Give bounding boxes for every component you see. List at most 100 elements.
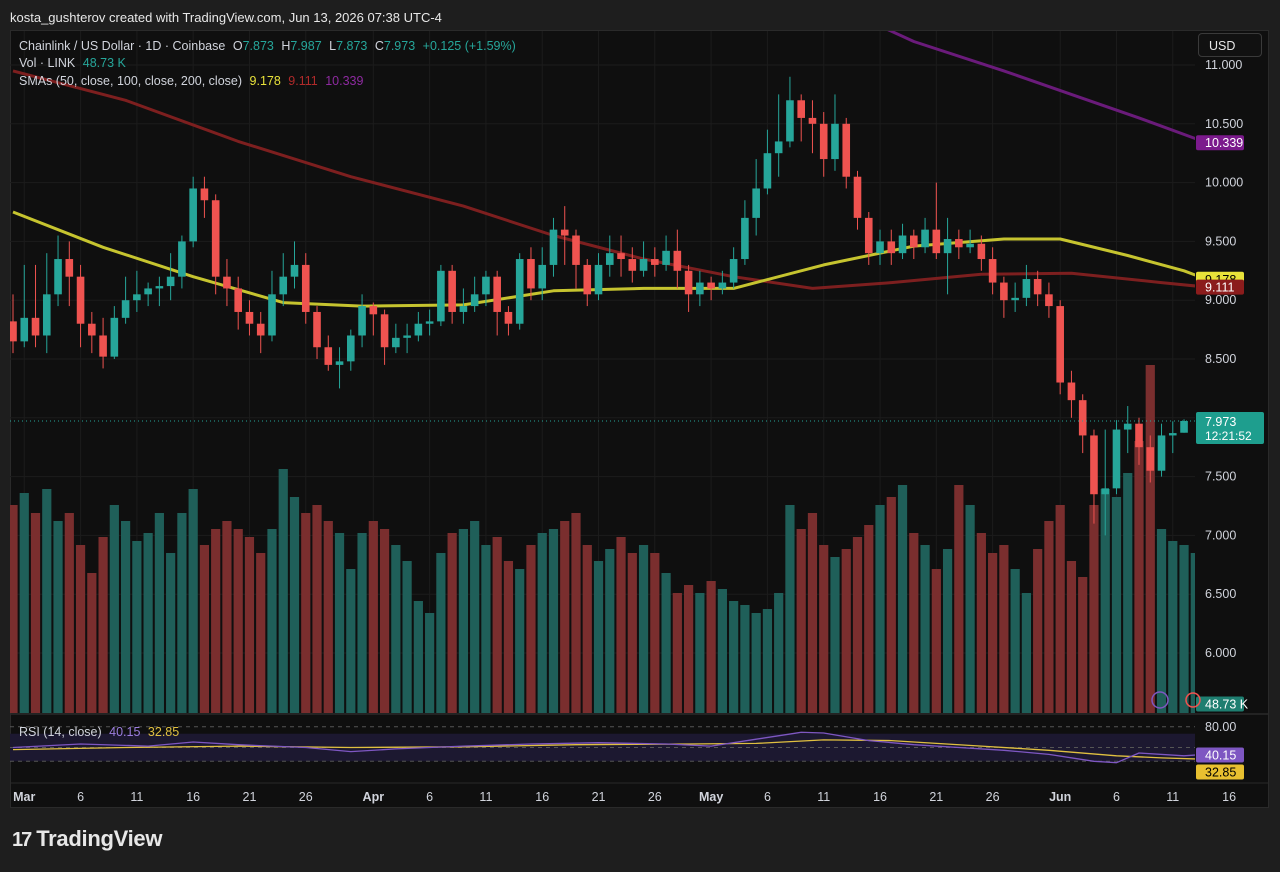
legend-sma-row: SMAs (50, close, 100, close, 200, close)… <box>19 74 367 88</box>
candle-body <box>808 117 817 124</box>
time-tick-label: 11 <box>479 790 492 804</box>
candle-body <box>482 276 490 295</box>
currency-button[interactable]: USD <box>1198 33 1262 57</box>
volume-bar <box>413 601 423 713</box>
volume-bar <box>334 533 345 713</box>
candle-body <box>1078 400 1087 436</box>
rsi-value-badge: 40.15 <box>1196 747 1244 763</box>
volume-bar <box>785 505 795 713</box>
volume-bar <box>762 609 773 713</box>
volume-bar <box>109 505 119 713</box>
candle-body <box>763 153 772 189</box>
candle-body <box>425 321 434 324</box>
volume-bar <box>537 533 547 713</box>
candle-body <box>696 282 704 295</box>
candle-body <box>470 294 479 307</box>
price-tick-label: 7.000 <box>1205 528 1236 542</box>
candle-body <box>864 217 873 254</box>
volume-bar <box>1145 365 1155 713</box>
candle-body <box>819 123 828 160</box>
volume-bar <box>807 513 818 713</box>
volume-bar <box>875 505 885 713</box>
volume-bar <box>729 601 739 713</box>
volume-bar <box>672 593 682 713</box>
time-tick-label: 21 <box>592 790 606 804</box>
volume-bar <box>1055 505 1065 713</box>
candle-body <box>932 229 941 254</box>
price-tick-label: 6.500 <box>1205 587 1236 601</box>
volume-bar <box>458 529 468 713</box>
candle-body <box>594 264 603 295</box>
time-tick-label: May <box>699 790 723 804</box>
time-tick-label: Mar <box>13 790 35 804</box>
volume-bar <box>819 545 829 713</box>
volume-bar <box>650 553 660 713</box>
volume-bar <box>796 529 806 713</box>
candle-body <box>110 317 119 357</box>
rsi-ma-value-badge: 32.85 <box>1196 764 1244 780</box>
volume-bar <box>1078 577 1088 713</box>
volume-bar <box>1179 545 1189 713</box>
candle-body <box>898 235 907 254</box>
candle-body <box>335 361 344 365</box>
time-tick-label: 16 <box>186 790 200 804</box>
candle-body <box>1000 282 1008 301</box>
sma100-price-badge-bg <box>1196 279 1244 295</box>
legend-ohlc-row: Chainlink / US Dollar · 1D · Coinbase O7… <box>19 39 520 53</box>
legend-symbol: Chainlink / US Dollar · 1D · Coinbase <box>19 39 226 53</box>
candle-body <box>133 294 141 301</box>
sma100-price-badge-text: 9.111 <box>1205 281 1234 295</box>
candle-body <box>527 259 535 289</box>
footer-brand: 17 TradingView <box>12 826 162 852</box>
candle-body <box>1090 435 1098 495</box>
candle-body <box>459 306 468 312</box>
candle-body <box>515 259 524 324</box>
volume-bar <box>841 549 851 713</box>
candle-body <box>88 323 96 336</box>
volume-bar <box>515 569 525 713</box>
legend-close-label: C <box>374 39 384 53</box>
time-axis: Mar 6 11 16 21 26 Apr 6 11 16 21 26 May 6 11 16 21 26 Jun 6… <box>13 790 1236 804</box>
volume-bar <box>864 525 874 713</box>
candle-body <box>20 317 29 342</box>
candle-body <box>1112 429 1121 489</box>
candle-body <box>752 188 760 218</box>
candle-body <box>1011 297 1019 301</box>
legend-volume-label: Vol · LINK <box>19 56 76 70</box>
volume-bar <box>920 545 930 713</box>
volume-bar <box>379 529 390 713</box>
candle-body <box>583 264 592 295</box>
candle-body <box>234 288 242 312</box>
volume-bar <box>774 593 784 713</box>
volume-value-badge-bg <box>1196 696 1244 712</box>
rsi-tick-label: 80.00 <box>1205 720 1236 734</box>
candle-body <box>639 259 648 271</box>
legend-sma-label: SMAs (50, close, 100, close, 200, close) <box>19 74 243 88</box>
candle-body <box>966 243 974 248</box>
candle-body <box>651 259 659 265</box>
candle-body <box>988 259 997 283</box>
candle-body <box>99 335 107 357</box>
legend-high-label: H <box>281 39 291 53</box>
price-axis: 11.00010.50010.0009.5009.0008.5008.0007.… <box>1205 58 1243 734</box>
volume-bar <box>53 521 63 713</box>
time-tick-label: 16 <box>1222 790 1236 804</box>
volume-bar <box>233 529 243 713</box>
legend-low-label: L <box>329 39 337 53</box>
volume-bar <box>717 589 727 713</box>
volume-bar <box>19 493 29 713</box>
volume-bar <box>346 569 356 713</box>
volume-bar <box>931 569 941 713</box>
time-tick-label: 16 <box>873 790 887 804</box>
rsi-panel <box>10 726 1195 764</box>
volume-bar <box>1156 529 1167 713</box>
volume-bar <box>954 485 964 713</box>
volume-bar <box>965 505 975 713</box>
volume-bar <box>548 529 559 713</box>
candle-body <box>380 314 389 348</box>
volume-bar <box>740 605 750 713</box>
legend-low-value: 7.873 <box>336 39 368 53</box>
candle-body <box>1101 488 1110 495</box>
